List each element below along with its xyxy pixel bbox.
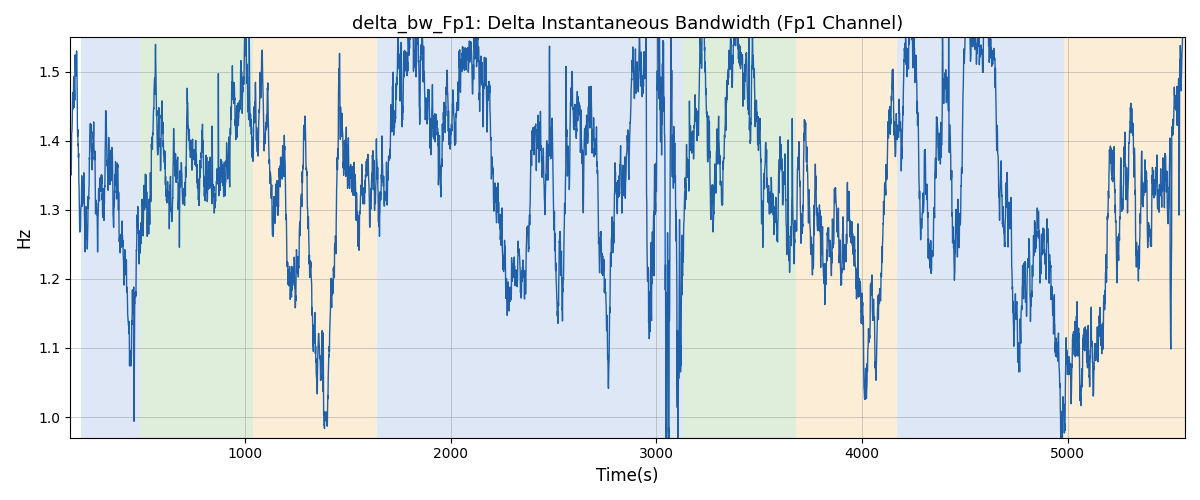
X-axis label: Time(s): Time(s) (596, 467, 659, 485)
Y-axis label: Hz: Hz (14, 227, 32, 248)
Bar (377, 38, 665, 438)
Bar (140, 38, 253, 438)
Bar (1033, 38, 1063, 438)
Bar (665, 38, 683, 438)
Bar (80, 38, 140, 438)
Bar (898, 38, 1033, 438)
Title: delta_bw_Fp1: Delta Instantaneous Bandwidth (Fp1 Channel): delta_bw_Fp1: Delta Instantaneous Bandwi… (352, 15, 904, 34)
Bar (797, 38, 898, 438)
Bar (253, 38, 377, 438)
Bar (683, 38, 797, 438)
Bar (1063, 38, 1186, 438)
